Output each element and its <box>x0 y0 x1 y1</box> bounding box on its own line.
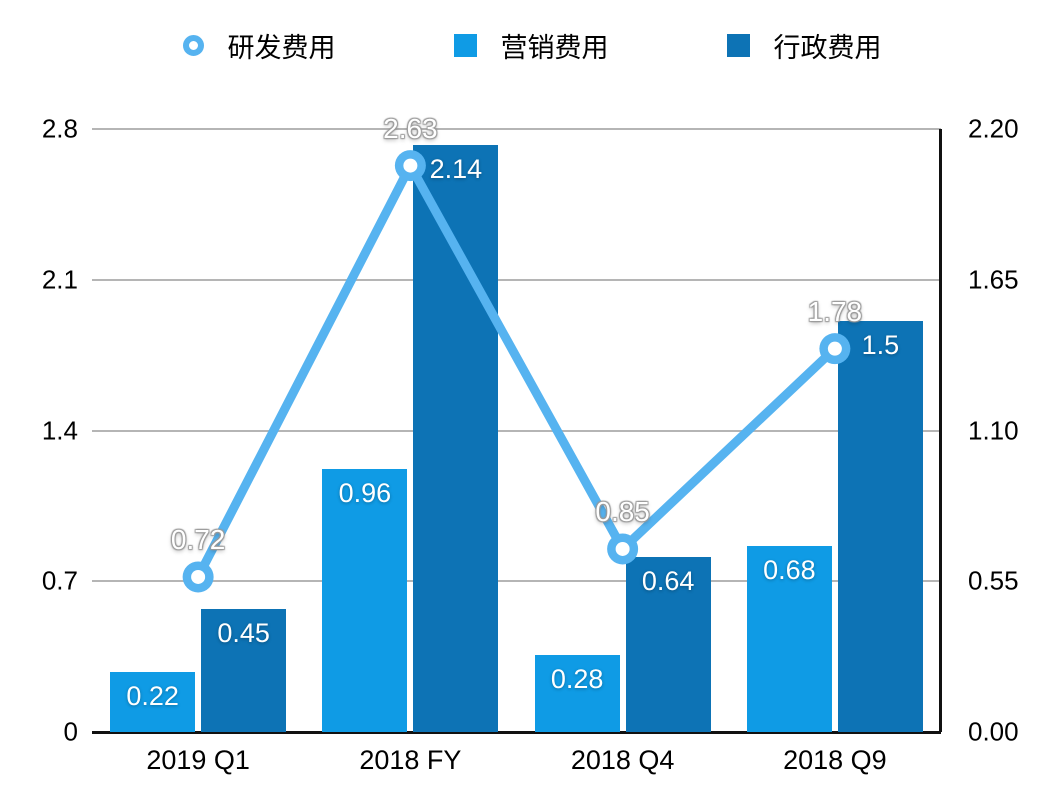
x-axis-category-label: 2019 Q1 <box>146 745 250 775</box>
gridline <box>92 580 941 583</box>
right-axis-tick: 0.55 <box>968 565 1019 596</box>
legend-item-bar-series-1: 营销费用 <box>453 26 609 65</box>
bar-series-1: 0.68 <box>746 545 832 732</box>
bar-value-label: 1.5 <box>861 329 900 360</box>
line-value-label: 2.63 <box>383 112 438 144</box>
x-axis-category-label: 2018 Q9 <box>783 745 887 775</box>
bar-series-2: 1.5 <box>837 320 923 732</box>
right-axis-tick: 2.20 <box>968 113 1019 144</box>
gridline <box>92 278 941 281</box>
bar-series-1: 0.28 <box>534 655 620 732</box>
legend-label: 营销费用 <box>500 33 609 63</box>
left-axis-tick: 2.8 <box>41 113 78 144</box>
line-series-ring-icon <box>182 35 204 56</box>
bar-value-label: 0.28 <box>550 664 604 695</box>
bar-value-label: 0.45 <box>217 617 270 648</box>
plot-area: 0.22 0.96 0.28 0.68 0.45 2.14 0.64 1.5 0.72 2.63 0… <box>92 113 942 734</box>
line-series <box>182 150 851 593</box>
bar-value-label: 0.22 <box>126 680 179 711</box>
line-point-marker-hole <box>827 341 842 356</box>
bar-value-label: 0.96 <box>338 477 392 508</box>
bar-value-label: 0.64 <box>641 565 695 596</box>
x-axis-line <box>92 731 941 734</box>
bar-series-1-swatch-icon <box>453 34 477 57</box>
x-axis-category-label: 2018 FY <box>359 745 462 775</box>
left-axis-tick: 2.1 <box>41 264 78 295</box>
bar-value-label: 0.68 <box>763 554 816 585</box>
bar-value-label: 2.14 <box>429 154 483 185</box>
chart-legend: 研发费用 营销费用 行政费用 <box>0 26 1064 65</box>
left-axis-tick: 0 <box>63 716 78 747</box>
legend-label: 行政费用 <box>773 33 882 63</box>
bar-series-2: 0.45 <box>201 608 287 732</box>
line-value-label: 1.78 <box>807 295 863 327</box>
gridline <box>92 429 941 432</box>
bar-series-1: 0.96 <box>322 468 408 732</box>
line-value-label: 0.72 <box>170 523 226 555</box>
line-point-marker-hole <box>615 541 630 556</box>
bar-series-2: 0.64 <box>625 556 711 732</box>
bar-series-2-swatch-icon <box>726 34 750 57</box>
line-value-label: 0.85 <box>595 495 650 527</box>
x-axis-category-label: 2018 Q4 <box>570 745 675 775</box>
left-axis-tick: 1.4 <box>41 415 78 445</box>
left-axis-tick: 0.7 <box>41 565 78 596</box>
right-axis-tick: 1.65 <box>968 264 1019 295</box>
right-axis-tick: 0.00 <box>968 716 1019 747</box>
bar-series-1: 0.22 <box>110 671 196 732</box>
legend-item-bar-series-2: 行政费用 <box>726 26 882 65</box>
legend-label: 研发费用 <box>227 33 336 63</box>
right-axis-tick: 1.10 <box>968 415 1019 445</box>
line-point-marker-hole <box>191 569 206 584</box>
gridline <box>92 128 941 130</box>
line-point-marker-hole <box>403 158 418 173</box>
right-axis-spine <box>939 129 942 732</box>
legend-item-line-series: 研发费用 <box>182 26 336 65</box>
